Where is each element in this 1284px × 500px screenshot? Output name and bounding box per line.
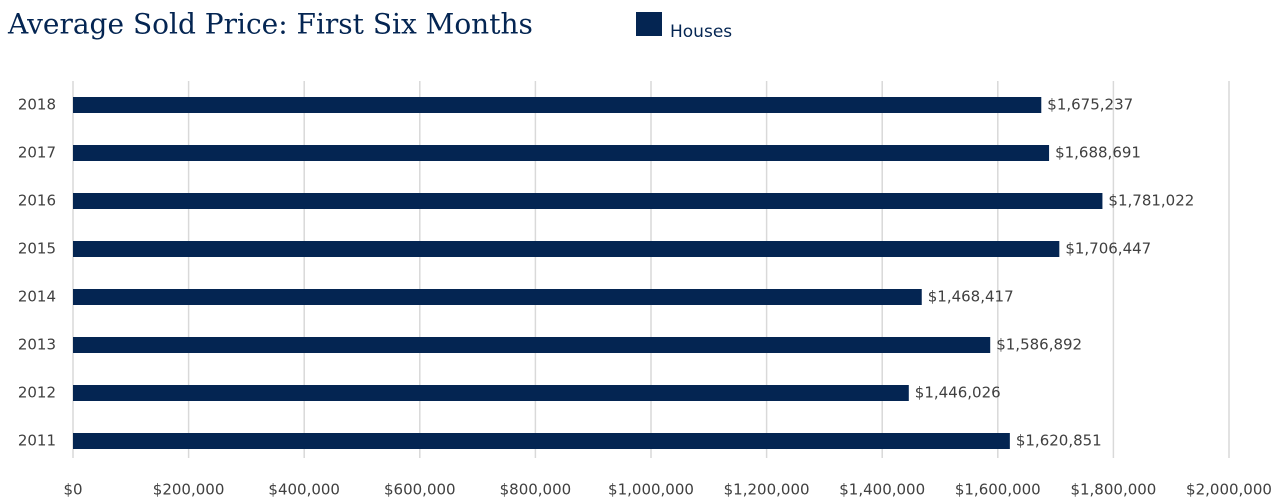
legend-label: Houses (670, 22, 732, 42)
data-label: $1,688,691 (1055, 144, 1141, 162)
x-tick-label: $0 (63, 481, 82, 499)
bar (73, 241, 1060, 257)
chart-title: Average Sold Price: First Six Months (7, 8, 533, 41)
x-tick-label: $1,800,000 (1070, 481, 1156, 499)
x-tick-label: $1,200,000 (724, 481, 810, 499)
bar (73, 289, 922, 305)
y-tick-label: 2018 (18, 96, 56, 114)
bar (73, 433, 1010, 449)
bar (73, 97, 1042, 113)
y-tick-label: 2013 (18, 336, 56, 354)
x-tick-label: $1,400,000 (839, 481, 925, 499)
y-tick-label: 2012 (18, 384, 56, 402)
data-label: $1,675,237 (1047, 96, 1133, 114)
y-tick-label: 2016 (18, 192, 56, 210)
y-tick-label: 2015 (18, 240, 56, 258)
data-label: $1,446,026 (915, 384, 1001, 402)
bar (73, 385, 909, 401)
legend-swatch (636, 12, 662, 36)
data-label: $1,468,417 (928, 288, 1014, 306)
data-label: $1,706,447 (1065, 240, 1151, 258)
x-tick-label: $200,000 (153, 481, 225, 499)
y-tick-label: 2011 (18, 432, 56, 450)
data-label: $1,586,892 (996, 336, 1082, 354)
x-tick-label: $1,000,000 (608, 481, 694, 499)
x-tick-label: $400,000 (268, 481, 340, 499)
bar (73, 337, 991, 353)
x-tick-label: $1,600,000 (955, 481, 1041, 499)
y-tick-label: 2017 (18, 144, 56, 162)
x-tick-label: $2,000,000 (1186, 481, 1272, 499)
x-tick-label: $800,000 (500, 481, 572, 499)
x-tick-label: $600,000 (384, 481, 456, 499)
data-label: $1,620,851 (1016, 432, 1102, 450)
bar (73, 145, 1050, 161)
y-tick-label: 2014 (18, 288, 56, 306)
data-label: $1,781,022 (1108, 192, 1194, 210)
bar (73, 193, 1103, 209)
